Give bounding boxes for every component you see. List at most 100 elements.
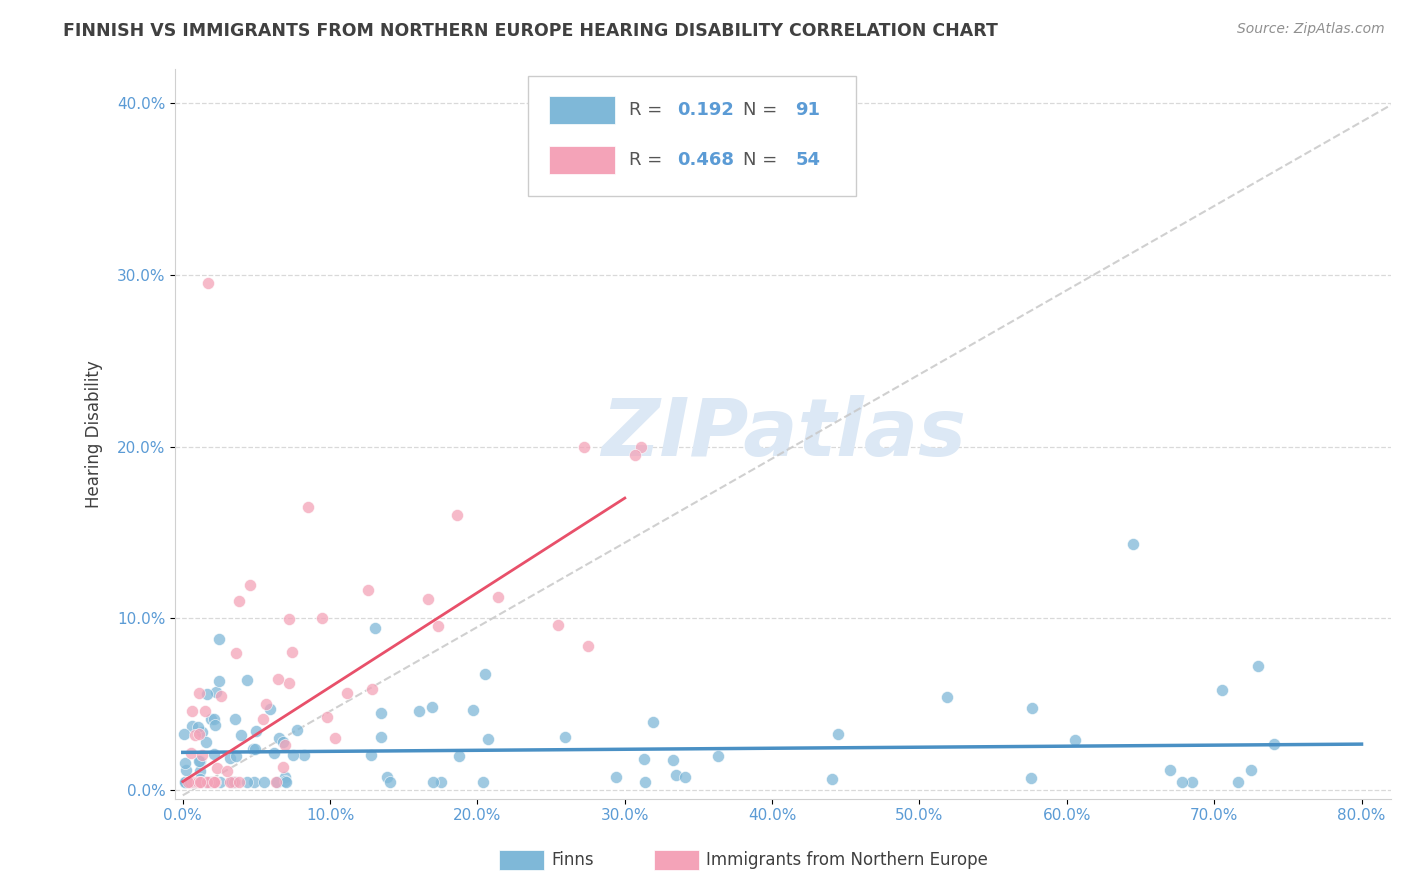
Point (827, 727, 849, 741)
Point (641, 714, 664, 729)
Point (181, 774, 204, 789)
Point (243, 774, 266, 789)
Point (446, 508, 468, 523)
Point (633, 752, 655, 766)
Point (449, 749, 471, 764)
Point (662, 753, 685, 767)
Point (269, 731, 291, 745)
Point (673, 770, 696, 784)
Point (225, 749, 247, 764)
Point (195, 687, 218, 701)
Point (360, 747, 382, 762)
Point (194, 704, 217, 718)
Point (280, 645, 302, 659)
Point (278, 676, 301, 690)
Point (173, 756, 195, 770)
Point (408, 704, 430, 718)
Point (209, 774, 232, 789)
Point (225, 646, 247, 660)
Point (554, 730, 576, 744)
Point (219, 774, 242, 789)
Point (630, 440, 652, 454)
Point (336, 686, 359, 700)
Text: 54: 54 (796, 151, 820, 169)
Point (217, 764, 239, 778)
Point (1159, 763, 1181, 777)
Point (1181, 774, 1204, 789)
Point (180, 774, 202, 789)
Point (224, 774, 246, 789)
Point (472, 774, 495, 789)
Point (179, 774, 201, 789)
Point (222, 774, 245, 789)
Point (219, 751, 242, 765)
Point (1021, 700, 1043, 714)
Point (370, 706, 392, 720)
Point (274, 774, 297, 789)
Y-axis label: Hearing Disability: Hearing Disability (86, 359, 103, 508)
Point (195, 774, 218, 789)
Point (202, 774, 225, 789)
Point (190, 774, 212, 789)
Point (188, 774, 211, 789)
Point (461, 703, 484, 717)
Point (245, 723, 267, 738)
Point (180, 719, 202, 733)
Point (228, 594, 250, 608)
Point (1122, 537, 1144, 551)
Point (187, 720, 209, 734)
Point (191, 725, 214, 739)
Point (259, 701, 281, 715)
Point (207, 632, 229, 646)
Point (325, 731, 347, 746)
Point (418, 591, 440, 606)
Text: Finns: Finns (551, 851, 593, 869)
Text: N =: N = (744, 151, 783, 169)
Point (173, 727, 195, 741)
Point (188, 772, 211, 786)
Point (426, 619, 449, 633)
Point (188, 754, 211, 768)
Point (200, 713, 222, 727)
Point (297, 500, 319, 514)
Point (197, 774, 219, 789)
Point (576, 639, 599, 653)
Point (430, 774, 453, 789)
Point (267, 673, 290, 687)
Point (360, 681, 382, 696)
Text: 91: 91 (796, 101, 820, 120)
Point (176, 774, 198, 789)
Point (1240, 763, 1263, 777)
Point (707, 749, 730, 764)
Point (188, 686, 211, 700)
Point (202, 712, 225, 726)
Point (209, 690, 232, 704)
Point (173, 774, 195, 789)
Point (242, 741, 264, 756)
Point (176, 774, 198, 789)
Point (204, 718, 226, 732)
Point (236, 774, 259, 789)
Point (1246, 659, 1268, 673)
Point (191, 747, 214, 762)
Text: FINNISH VS IMMIGRANTS FROM NORTHERN EUROPE HEARING DISABILITY CORRELATION CHART: FINNISH VS IMMIGRANTS FROM NORTHERN EURO… (63, 22, 998, 40)
Point (202, 747, 225, 762)
Point (202, 774, 225, 789)
Point (208, 673, 231, 688)
Point (935, 690, 957, 704)
Point (239, 577, 262, 591)
Point (264, 774, 287, 789)
Point (273, 770, 295, 784)
Point (486, 590, 509, 604)
Point (375, 770, 398, 784)
Point (311, 611, 333, 625)
Point (197, 277, 219, 291)
Point (229, 728, 252, 742)
Bar (548, 146, 616, 174)
Point (821, 772, 844, 787)
Point (547, 617, 569, 632)
Text: N =: N = (744, 101, 783, 120)
Text: 0.468: 0.468 (678, 151, 734, 169)
Point (274, 738, 297, 752)
Point (420, 699, 443, 714)
